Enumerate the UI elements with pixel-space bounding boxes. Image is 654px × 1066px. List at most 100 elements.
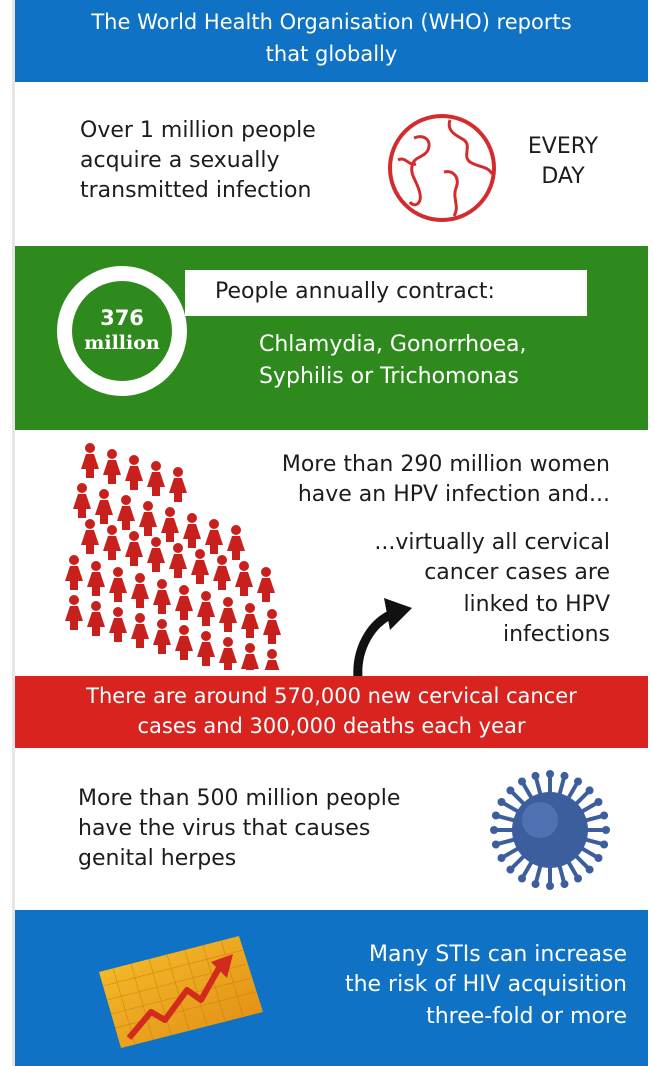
every-day-line-2: DAY [541,164,585,189]
woman-figure [109,567,127,602]
woman-figure [65,595,83,630]
woman-figure [125,531,143,566]
woman-figure [73,483,91,518]
globe-icon [384,110,500,226]
every-day-line-1: EVERY [527,134,599,159]
woman-figure [81,519,99,554]
label-box [185,270,587,316]
curved-arrow-icon [340,590,420,680]
virus-spike-tip [506,786,515,795]
woman-figure [87,601,105,636]
woman-figure [139,501,157,536]
woman-figure [219,637,237,670]
virus-spike-tip [490,826,498,834]
virus-spike-tip [518,874,526,883]
hiv-risk-line-1: Many STIs can increase [368,942,627,967]
woman-figure [117,495,135,530]
woman-figure [235,561,253,596]
woman-figure [257,567,275,602]
annual-count-number: 376 [100,306,144,330]
cervical-cancer-line-1: There are around 570,000 new cervical ca… [86,684,577,708]
woman-figure [219,597,237,632]
woman-figure [131,613,149,648]
woman-figure [125,455,143,490]
cervical-cancer-line-2: cases and 300,000 deaths each year [137,714,526,738]
virus-spike-tip [497,798,506,806]
header-line-2: that globally [265,42,398,66]
woman-figure [153,579,171,614]
stat-one-million-line-1: Over 1 million people [80,118,316,143]
header-banner: The World Health Organisation (WHO) repo… [15,0,648,82]
woman-figure [169,543,187,578]
woman-figure [183,513,201,548]
label-text: People annually contract: [215,279,495,304]
hiv-risk-banner: Many STIs can increase the risk of HIV a… [15,910,648,1066]
virus-spike-tip [600,811,609,820]
woman-figure [197,591,215,626]
woman-figure [153,619,171,654]
stat-one-million-line-3: transmitted infection [80,178,312,203]
stat-one-million-line-2: acquire a sexually [80,148,280,173]
infographic-frame [12,0,651,1066]
diseases-line-2: Syphilis or Trichomonas [259,364,519,389]
woman-figure [213,555,231,590]
woman-figure [205,519,223,554]
herpes-line-3: genital herpes [78,846,237,871]
diseases-line-1: Chlamydia, Gonorrhoea, [259,332,527,357]
virus-spike-tip [574,777,582,786]
woman-figure [241,603,259,638]
virus-spike-tip [506,865,515,874]
virus-spike-tip [594,854,603,862]
woman-figure [131,573,149,608]
cervical-line-3: linked to HPV [463,592,610,617]
woman-figure [81,443,99,478]
virus-spike-tip [560,771,569,780]
hpv-line-1: More than 290 million women [281,452,610,477]
header-line-1: The World Health Organisation (WHO) repo… [91,10,572,34]
virus-spike-tip [518,777,526,786]
rising-chart-icon [91,932,271,1052]
annual-count-unit: million [84,332,160,354]
hpv-line-2: have an HPV infection and... [297,482,610,507]
virus-spike-tip [546,770,554,778]
woman-figure [65,555,83,590]
woman-figure [103,525,121,560]
woman-figure [227,525,245,560]
annual-infections-banner: People annually contract: 376 million Ch… [15,246,648,430]
woman-figure [87,561,105,596]
cervical-cancer-banner: There are around 570,000 new cervical ca… [15,676,648,748]
woman-figure [169,467,187,502]
annual-count-inner-circle [72,281,172,381]
virus-highlight [522,802,558,838]
women-group-icon [60,440,330,670]
virus-spike-tip [585,786,594,795]
virus-spike-tip [497,854,506,862]
herpes-line-2: have the virus that causes [78,816,371,841]
woman-figure [175,585,193,620]
virus-spike-tip [600,840,609,849]
cervical-line-4: infections [502,622,610,647]
virus-spike-tip [560,880,569,889]
cervical-line-1: ...virtually all cervical [374,530,610,555]
woman-figure [264,649,280,670]
virus-spike-tip [491,811,500,820]
hiv-risk-line-3: three-fold or more [426,1004,627,1029]
virus-spike-tip [491,840,500,849]
virus-spike-tip [531,880,540,889]
woman-figure [109,607,127,642]
woman-figure [175,625,193,660]
virus-spike-tip [602,826,610,834]
virus-spike-tip [531,771,540,780]
woman-figure [147,537,165,572]
hiv-risk-line-2: the risk of HIV acquisition [344,972,627,997]
herpes-line-1: More than 500 million people [78,786,401,811]
virus-spike-tip [594,798,603,806]
woman-figure [147,461,165,496]
cervical-line-2: cancer cases are [424,560,610,585]
woman-figure [241,643,259,670]
woman-figure [197,631,215,666]
woman-figure [103,449,121,484]
virus-icon [488,768,612,892]
woman-figure [95,489,113,524]
woman-figure [161,507,179,542]
